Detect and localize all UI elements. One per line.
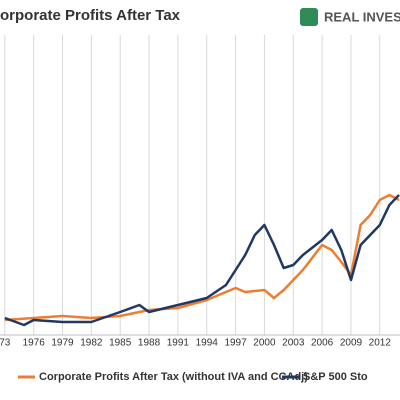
x-tick-label: 2000: [253, 338, 276, 349]
legend-label: S&P 500 Sto: [303, 371, 368, 383]
logo-text: REAL INVEST: [324, 9, 400, 24]
x-tick-label: 2009: [340, 338, 363, 349]
x-tick-label: 2006: [311, 338, 334, 349]
x-tick-label: 2003: [282, 338, 305, 349]
x-tick-label: 1976: [23, 338, 46, 349]
series-line: [4, 194, 400, 327]
x-tick-label: 1988: [138, 338, 161, 349]
x-tick-label: 2012: [369, 338, 392, 349]
legend-label: Corporate Profits After Tax (without IVA…: [39, 371, 308, 383]
x-tick-label: 73: [0, 338, 11, 349]
logo-icon: [300, 8, 318, 26]
x-tick-label: 1985: [109, 338, 132, 349]
x-tick-label: 1991: [167, 338, 190, 349]
x-tick-label: 1979: [51, 338, 74, 349]
x-tick-label: 1997: [224, 338, 247, 349]
series-line: [4, 193, 400, 322]
chart-title: orporate Profits After Tax: [0, 7, 181, 24]
x-tick-label: 1994: [196, 338, 219, 349]
x-tick-label: 1982: [80, 338, 103, 349]
